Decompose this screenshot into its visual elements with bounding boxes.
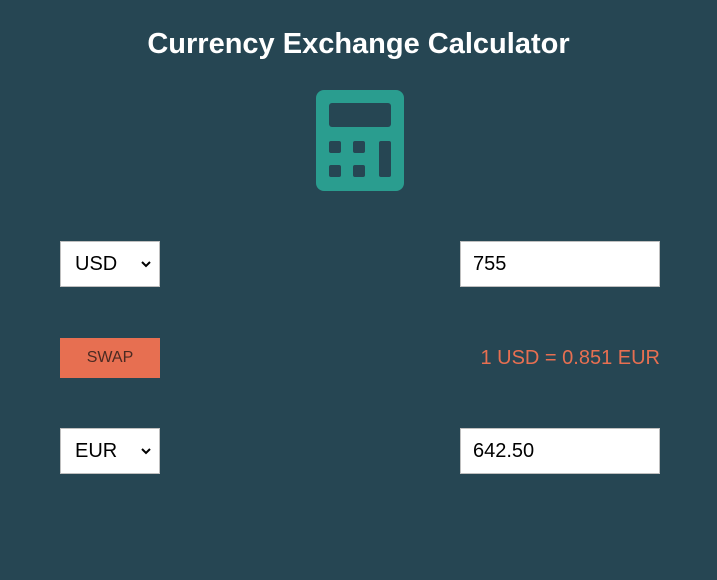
from-amount-input[interactable] xyxy=(460,241,660,287)
from-currency-value: USD xyxy=(75,252,118,275)
swap-button[interactable]: SWAP xyxy=(60,338,160,378)
chevron-down-icon xyxy=(141,448,151,455)
from-currency-select[interactable]: USD xyxy=(60,241,160,287)
chevron-down-icon xyxy=(141,261,151,268)
calculator-icon xyxy=(316,90,404,191)
to-currency-value: EUR xyxy=(75,439,118,462)
exchange-rate-text: 1 USD = 0.851 EUR xyxy=(480,347,660,369)
to-currency-select[interactable]: EUR xyxy=(60,428,160,474)
page-title: Currency Exchange Calculator xyxy=(147,28,570,60)
to-amount-input[interactable] xyxy=(460,428,660,474)
